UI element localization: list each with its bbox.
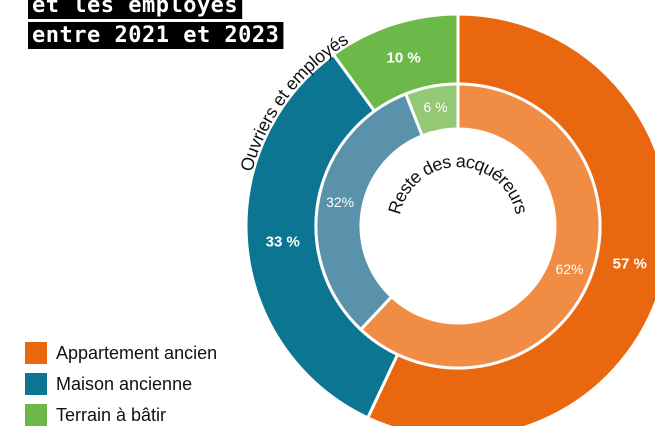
ring-label: Reste des acquéreurs: [384, 151, 532, 217]
chart-title: et les employés: [32, 0, 238, 18]
legend-swatch: [25, 404, 47, 426]
value-label: 6 %: [423, 99, 447, 115]
value-label: 10 %: [387, 50, 421, 67]
donut-slice: [358, 82, 602, 370]
donut-slice: [314, 92, 425, 332]
legend-label: Terrain à bâtir: [56, 405, 166, 425]
value-label: 33 %: [266, 234, 300, 251]
ring-label-path: Reste des acquéreurs: [384, 151, 532, 217]
value-label: 32%: [326, 194, 354, 210]
legend-swatch: [25, 373, 47, 395]
legend-label: Appartement ancien: [56, 343, 217, 363]
value-label: 62%: [556, 261, 584, 277]
chart-title: entre 2021 et 2023: [32, 23, 279, 48]
donut-slice: [403, 82, 460, 138]
legend-label: Maison ancienne: [56, 374, 192, 394]
title-bg: [28, 0, 243, 19]
legend-swatch: [25, 342, 47, 364]
value-label: 57 %: [613, 255, 647, 272]
title-bg: [28, 22, 284, 49]
